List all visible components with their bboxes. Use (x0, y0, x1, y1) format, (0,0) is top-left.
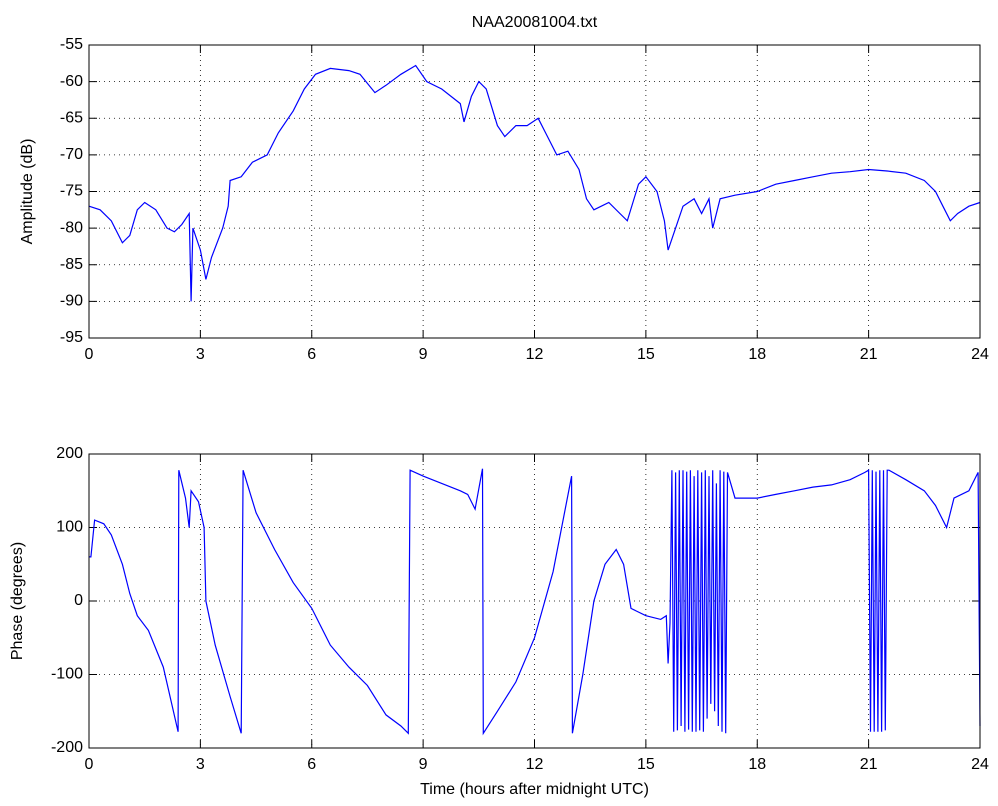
x-tick-label: 15 (637, 346, 655, 363)
y-tick-label: -200 (51, 739, 83, 756)
y-tick-label: -90 (60, 293, 83, 310)
x-tick-label: 9 (419, 756, 428, 773)
y-axis-label: Amplitude (dB) (19, 139, 36, 245)
x-tick-label: 18 (748, 756, 766, 773)
x-tick-label: 6 (307, 346, 316, 363)
x-tick-label: 18 (748, 346, 766, 363)
y-tick-label: -70 (60, 146, 83, 163)
y-tick-label: -55 (60, 36, 83, 53)
y-tick-label: -95 (60, 329, 83, 346)
x-tick-label: 21 (860, 346, 878, 363)
chart-title: NAA20081004.txt (472, 14, 598, 31)
y-tick-label: -85 (60, 256, 83, 273)
y-tick-label: -80 (60, 219, 83, 236)
x-tick-label: 0 (85, 346, 94, 363)
x-tick-label: 3 (196, 346, 205, 363)
y-tick-label: 100 (56, 519, 83, 536)
y-tick-label: -65 (60, 109, 83, 126)
data-line (89, 468, 981, 736)
x-tick-label: 12 (526, 346, 544, 363)
axes-frame (88, 44, 981, 339)
y-tick-label: -100 (51, 666, 83, 683)
x-tick-label: 15 (637, 756, 655, 773)
x-tick-label: 3 (196, 756, 205, 773)
y-tick-label: -75 (60, 183, 83, 200)
data-line (88, 64, 981, 302)
y-tick-label: -60 (60, 73, 83, 90)
axes-frame (88, 453, 981, 749)
x-tick-label: 24 (971, 346, 989, 363)
x-tick-label: 12 (526, 756, 544, 773)
x-axis-label: Time (hours after midnight UTC) (420, 781, 649, 798)
x-tick-label: 0 (85, 756, 94, 773)
y-tick-label: 200 (56, 445, 83, 462)
x-tick-label: 24 (971, 756, 989, 773)
x-tick-label: 21 (860, 756, 878, 773)
y-tick-label: 0 (74, 592, 83, 609)
y-axis-label: Phase (degrees) (9, 542, 26, 660)
x-tick-label: 9 (419, 346, 428, 363)
x-tick-label: 6 (307, 756, 316, 773)
